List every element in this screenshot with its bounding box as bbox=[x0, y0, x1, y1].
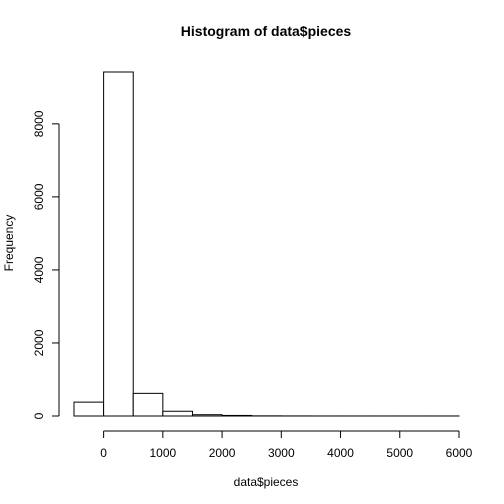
y-tick-label: 6000 bbox=[32, 183, 46, 210]
y-tick-label: 4000 bbox=[32, 256, 46, 283]
y-axis: 0 2000 4000 6000 8000 bbox=[32, 110, 60, 419]
x-tick-label: 2000 bbox=[209, 446, 236, 460]
x-tick-label: 5000 bbox=[386, 446, 413, 460]
histogram-bar bbox=[132, 392, 164, 417]
histogram-bar bbox=[73, 401, 105, 417]
y-axis-label: Frequency bbox=[2, 215, 16, 272]
chart-title: Histogram of data$pieces bbox=[181, 23, 352, 39]
x-tick-label: 0 bbox=[100, 446, 107, 460]
histogram-bar bbox=[162, 410, 193, 417]
y-tick-label: 8000 bbox=[32, 110, 46, 137]
x-tick-label: 4000 bbox=[327, 446, 354, 460]
histogram-bar bbox=[221, 414, 253, 417]
x-tick-label: 1000 bbox=[149, 446, 176, 460]
bars-group bbox=[73, 71, 460, 417]
x-tick-label: 3000 bbox=[268, 446, 295, 460]
x-axis: 0 1000 2000 3000 4000 5000 6000 bbox=[100, 430, 473, 460]
histogram-bar bbox=[103, 71, 134, 417]
histogram-bar bbox=[191, 414, 223, 417]
x-axis-label: data$pieces bbox=[234, 475, 299, 489]
x-tick-label: 6000 bbox=[446, 446, 473, 460]
y-tick-label: 0 bbox=[32, 412, 46, 419]
y-tick-label: 2000 bbox=[32, 329, 46, 356]
